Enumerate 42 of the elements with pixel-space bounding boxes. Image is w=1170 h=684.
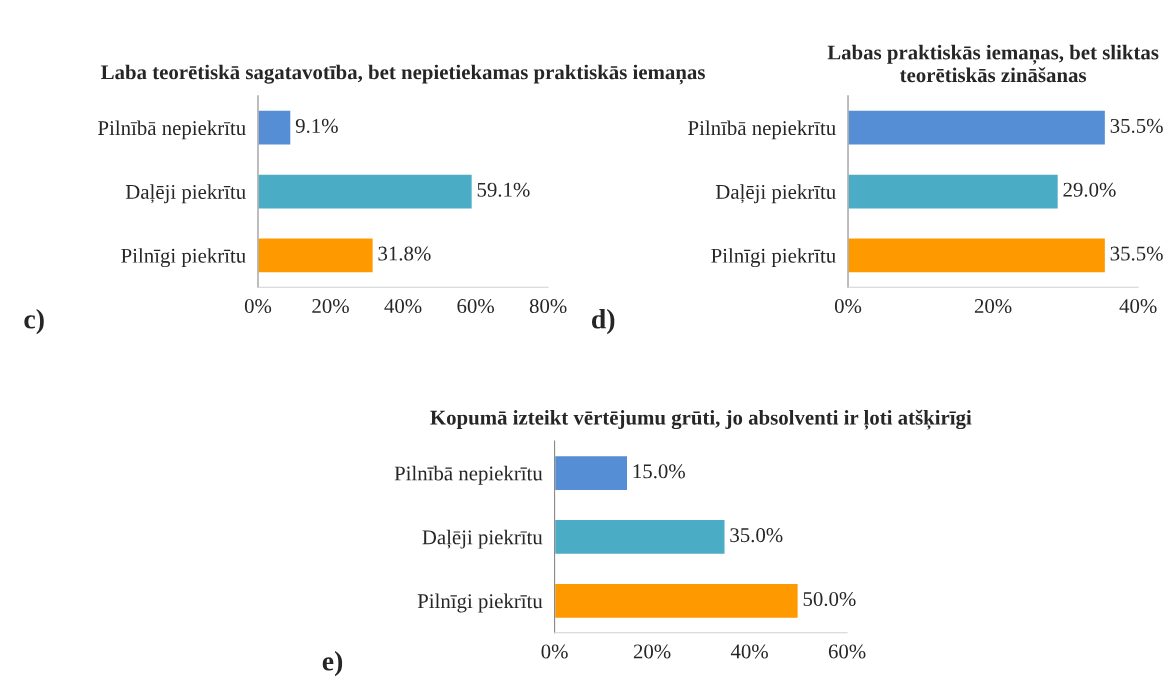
text: c) xyxy=(24,309,44,335)
y-tick-label: Daļēji piekrītu xyxy=(715,184,836,204)
x-tick-label: 0% xyxy=(834,298,862,314)
data-label: 50.0% xyxy=(803,591,856,607)
text: e) xyxy=(322,651,343,677)
bar xyxy=(257,237,375,274)
data-label: 35.5% xyxy=(1110,118,1163,133)
data-label: 9.1% xyxy=(295,118,338,133)
data-label: 29.0% xyxy=(1063,182,1116,197)
y-tick-label: Pilnībā nepiekrītu xyxy=(394,465,543,485)
data-label: 15.0% xyxy=(633,464,685,479)
y-tick-label: Pilnībā nepiekrītu xyxy=(688,120,836,140)
data-label: 35.0% xyxy=(730,528,783,543)
y-tick-label: Daļēji piekrītu xyxy=(422,529,543,549)
chart-title: Kopumā izteikt vērtējumu grūti, jo absolventi ir ļoti atšķirīgi xyxy=(430,409,972,430)
x-tick-label: 60% xyxy=(457,298,494,314)
x-tick-label: 20% xyxy=(633,644,671,659)
y-tick-label: Pilnīgi piekrītu xyxy=(121,248,246,268)
x-tick-label: 40% xyxy=(730,644,768,659)
bar xyxy=(554,582,800,620)
x-tick-label: 0% xyxy=(541,644,568,659)
bar xyxy=(554,518,726,556)
chart-title: Laba teorētiskā sagatavotība, bet nepietiekamas praktiskās iemaņas xyxy=(101,64,705,85)
x-tick-label: 60% xyxy=(828,644,866,659)
bar xyxy=(554,454,629,492)
x-tick-label: 80% xyxy=(529,298,567,314)
bar xyxy=(257,109,292,146)
data-label: 31.8% xyxy=(378,246,431,261)
y-tick-label: Pilnībā nepiekrītu xyxy=(98,120,246,140)
bar xyxy=(257,173,474,210)
x-tick-label: 40% xyxy=(384,298,422,314)
text: d) xyxy=(591,309,615,335)
x-tick-label: 40% xyxy=(1119,298,1157,314)
x-tick-label: 20% xyxy=(974,298,1012,314)
x-tick-label: 0% xyxy=(244,298,272,314)
x-tick-label: 20% xyxy=(312,298,349,314)
data-label: 59.1% xyxy=(477,182,530,197)
data-label: 35.5% xyxy=(1110,246,1163,261)
y-tick-label: Pilnīgi piekrītu xyxy=(711,248,836,268)
chart-title: Labas praktiskās iemaņas, bet sliktas teorētiskās zināšanas xyxy=(827,44,1159,83)
y-tick-label: Daļēji piekrītu xyxy=(125,184,246,204)
y-tick-label: Pilnīgi piekrītu xyxy=(417,593,543,613)
